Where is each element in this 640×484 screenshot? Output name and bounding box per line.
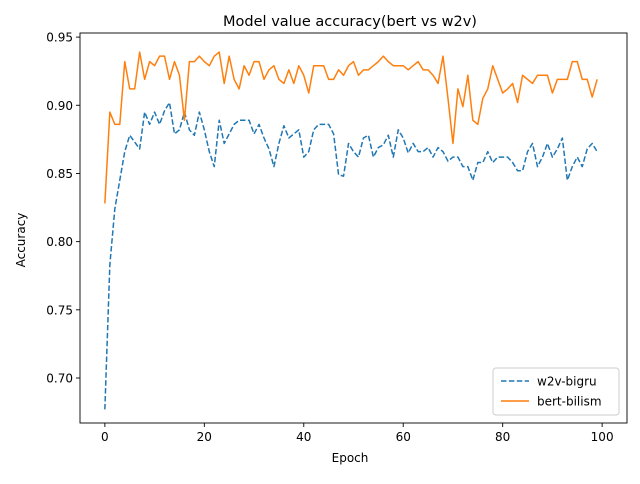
y-tick-label: 0.80 [46,235,73,249]
x-tick-label: 100 [591,430,614,444]
legend-label: bert-bilism [537,395,602,409]
plot-area-frame [79,32,628,424]
y-tick-label: 0.75 [46,303,73,317]
y-tick-label: 0.85 [46,167,73,181]
x-tick-label: 0 [101,430,109,444]
x-tick-label: 20 [197,430,212,444]
x-tick-label: 40 [296,430,311,444]
legend-box [492,367,620,416]
x-tick-label: 80 [495,430,510,444]
chart-title: Model value accuracy(bert vs w2v) [223,14,477,30]
y-tick-label: 0.70 [46,372,73,386]
x-tick-label: 60 [396,430,411,444]
x-axis-label: Epoch [332,451,369,465]
y-axis-ticks: 0.70 0.75 0.80 0.85 0.90 0.95 [46,31,80,386]
x-axis-ticks: 0 20 40 60 80 100 [101,423,614,444]
series-line-w2v-bigru [104,101,598,410]
y-axis-label: Accuracy [14,213,28,268]
y-tick-label: 0.90 [46,99,73,113]
series-lines [104,51,598,410]
legend: w2v-bigru bert-bilism [492,367,620,416]
y-tick-label: 0.95 [46,31,73,45]
series-line-bert-bilism [104,51,598,204]
legend-label: w2v-bigru [537,375,597,389]
